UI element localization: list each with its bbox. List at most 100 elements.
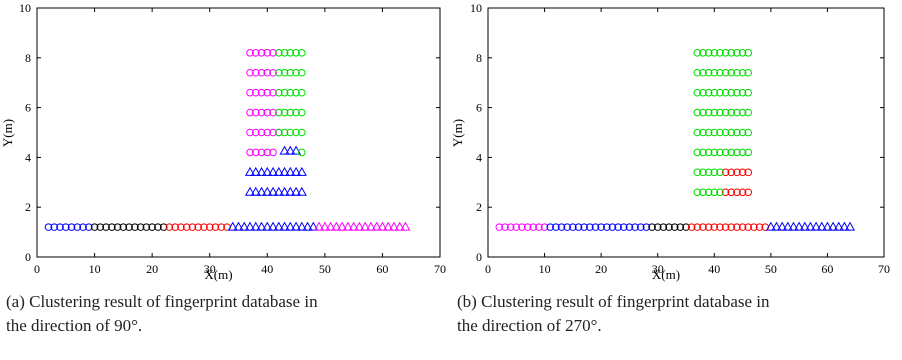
data-point-triangle: [244, 186, 256, 196]
data-point-triangle: [782, 221, 793, 231]
data-point-circle: [512, 223, 521, 231]
data-point-circle: [563, 223, 572, 231]
data-point-circle: [699, 188, 707, 197]
data-point-circle: [704, 148, 713, 157]
data-point-circle: [257, 88, 266, 97]
data-point-triangle: [267, 221, 279, 231]
data-point-circle: [251, 88, 260, 97]
data-point-circle: [263, 88, 272, 97]
data-point-circle: [574, 223, 583, 231]
data-point-circle: [716, 49, 724, 57]
data-point-circle: [102, 223, 110, 231]
data-point-circle: [298, 108, 306, 117]
data-point-triangle: [273, 186, 284, 196]
caption-b: (b) Clustering result of fingerprint dat…: [457, 290, 897, 338]
data-point-circle: [298, 68, 306, 77]
data-point-circle: [693, 108, 702, 117]
data-point-circle: [710, 223, 719, 231]
data-point-triangle: [377, 221, 388, 231]
data-point-circle: [608, 223, 617, 231]
data-point-triangle: [279, 186, 290, 196]
data-point-circle: [693, 68, 702, 77]
data-point-circle: [557, 223, 566, 231]
x-tick-label: 20: [595, 262, 607, 276]
data-point-triangle: [765, 221, 776, 231]
chart-b: 0 10 20 30 40 50 60 70 0 2 4 6 8 10 X(m) Y(m): [450, 1, 890, 282]
data-point-triangle: [291, 145, 302, 155]
data-point-circle: [738, 49, 747, 57]
data-point-triangle: [805, 221, 816, 231]
data-point-circle: [286, 68, 295, 77]
data-point-circle: [693, 128, 702, 137]
data-point-circle: [653, 223, 662, 231]
data-point-triangle: [400, 221, 411, 231]
data-point-triangle: [325, 221, 336, 231]
data-point-circle: [280, 68, 289, 77]
data-point-circle: [704, 68, 713, 77]
data-point-triangle: [811, 221, 822, 231]
data-point-circle: [540, 223, 549, 231]
x-axis-label: X(m): [204, 267, 232, 282]
data-point-triangle: [239, 221, 250, 231]
data-point-triangle: [816, 221, 827, 231]
data-point-circle: [744, 68, 753, 77]
data-point-triangle: [296, 186, 307, 196]
data-point-triangle: [319, 221, 330, 231]
data-point-circle: [257, 68, 266, 77]
data-point-circle: [721, 223, 730, 231]
data-point-circle: [716, 148, 724, 157]
data-point-triangle: [291, 166, 302, 176]
data-point-circle: [251, 148, 260, 157]
data-point-circle: [733, 108, 741, 117]
data-point-triangle: [244, 166, 256, 176]
data-point-circle: [275, 108, 283, 117]
data-point-circle: [721, 168, 730, 177]
data-point-circle: [670, 223, 679, 231]
data-point-circle: [275, 128, 283, 137]
x-tick-label: 0: [34, 262, 40, 276]
data-point-circle: [603, 223, 611, 231]
data-point-triangle: [354, 221, 365, 231]
data-point-circle: [704, 49, 713, 57]
data-point-circle: [275, 68, 283, 77]
data-point-circle: [716, 128, 724, 137]
data-point-circle: [738, 88, 747, 97]
data-point-circle: [693, 188, 702, 197]
data-point-circle: [716, 108, 724, 117]
data-point-circle: [699, 223, 707, 231]
y-tick-label: 4: [476, 150, 482, 164]
data-point-triangle: [279, 166, 290, 176]
data-point-circle: [546, 223, 555, 231]
data-point-circle: [269, 108, 277, 117]
data-point-circle: [733, 49, 741, 57]
y-tick-label: 8: [25, 51, 31, 65]
data-point-circle: [721, 108, 730, 117]
data-point-triangle: [273, 221, 284, 231]
data-point-circle: [257, 108, 266, 117]
data-point-triangle: [799, 221, 810, 231]
x-tick-label: 70: [434, 262, 446, 276]
data-point-circle: [699, 68, 707, 77]
caption-a-line2: the direction of 90°.: [6, 316, 143, 335]
data-point-circle: [552, 223, 560, 231]
data-point-circle: [744, 49, 753, 57]
data-point-circle: [619, 223, 628, 231]
data-point-circle: [165, 223, 174, 231]
data-point-circle: [750, 223, 758, 231]
data-point-triangle: [250, 221, 261, 231]
data-point-circle: [710, 168, 719, 177]
data-point-circle: [710, 128, 719, 137]
data-point-triangle: [845, 221, 856, 231]
x-tick-label: 0: [485, 262, 491, 276]
data-point-circle: [523, 223, 532, 231]
data-point-circle: [217, 223, 226, 231]
data-point-circle: [744, 188, 753, 197]
data-point-circle: [119, 223, 128, 231]
data-point-triangle: [296, 221, 307, 231]
data-point-circle: [738, 128, 747, 137]
data-point-triangle: [394, 221, 405, 231]
data-point-triangle: [273, 166, 284, 176]
data-point-circle: [597, 223, 605, 231]
data-point-circle: [699, 148, 707, 157]
data-point-triangle: [388, 221, 399, 231]
